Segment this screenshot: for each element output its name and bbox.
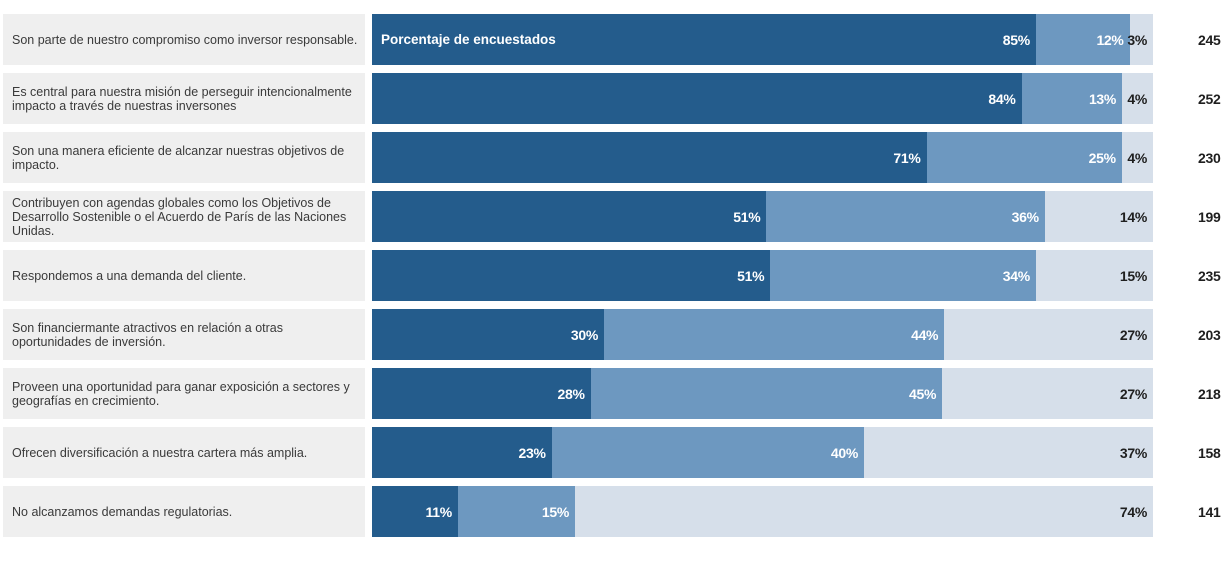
data-label: 27% (1119, 385, 1147, 402)
data-label: 51% (733, 208, 761, 225)
category-label-box: Es central para nuestra misión de perseg… (3, 73, 365, 124)
bar-segment (551, 427, 865, 478)
category-label: Proveen una oportunidad para ganar expos… (12, 379, 350, 408)
category-label-box: Respondemos a una demanda del cliente. (3, 250, 365, 301)
bar-row: Son financiermante atractivos en relació… (0, 309, 1223, 360)
bar-segment (372, 191, 767, 242)
bar-row: No alcanzamos demandas regulatorias. 11% 1… (0, 486, 1223, 537)
data-label: 12% (1096, 31, 1124, 48)
bar-row: Respondemos a una demanda del cliente. 51… (0, 250, 1223, 301)
bar-segment (926, 132, 1123, 183)
data-label: 40% (830, 444, 859, 461)
bar-segment (372, 73, 1023, 124)
bar-segment (1044, 191, 1154, 242)
bar-segment (944, 309, 1154, 360)
category-label-box: Contribuyen con agendas globales como lo… (3, 191, 365, 242)
data-label: 36% (1011, 208, 1039, 225)
bar-segment (603, 309, 945, 360)
category-label-box: No alcanzamos demandas regulatorias. (3, 486, 365, 537)
data-label: 15% (1119, 267, 1147, 284)
category-label: Son una manera eficiente de alcanzar nue… (12, 143, 345, 172)
respondent-count: 230 (1198, 149, 1221, 166)
data-label: 27% (1119, 326, 1147, 343)
data-label: 74% (1119, 503, 1147, 520)
bar-row: Son una manera eficiente de alcanzar nue… (0, 132, 1223, 183)
category-label: Son parte de nuestro compromiso como inv… (12, 32, 358, 47)
data-label: 28% (557, 385, 585, 402)
data-label: 30% (570, 326, 598, 343)
bar-segment (1129, 14, 1154, 65)
data-label: 44% (911, 326, 939, 343)
category-label-box: Ofrecen diversificación a nuestra carter… (3, 427, 365, 478)
bar-segment (942, 368, 1154, 419)
data-label: 11% (425, 503, 453, 520)
bar-segment (766, 191, 1046, 242)
bar-segment (372, 14, 1037, 65)
data-label: 25% (1088, 149, 1116, 166)
bar-segment (1035, 250, 1154, 301)
bar-row: Son parte de nuestro compromiso como inv… (0, 14, 1223, 65)
bar-segment (1121, 132, 1154, 183)
category-label: Contribuyen con agendas globales como lo… (12, 195, 347, 238)
bar-segment (372, 250, 771, 301)
bar-segment (372, 486, 459, 537)
category-label: No alcanzamos demandas regulatorias. (12, 504, 233, 519)
respondent-count: 203 (1198, 326, 1221, 343)
data-label: 4% (1127, 149, 1147, 166)
bar-row: Es central para nuestra misión de perseg… (0, 73, 1223, 124)
data-label: 85% (1002, 31, 1030, 48)
bar-segment (864, 427, 1154, 478)
data-label: 4% (1127, 90, 1147, 107)
bar-segment (372, 132, 927, 183)
data-label: 14% (1119, 208, 1147, 225)
bar-row: Contribuyen con agendas globales como lo… (0, 191, 1223, 242)
in-bar-title: Porcentaje de encuestados (381, 32, 556, 47)
category-label: Ofrecen diversificación a nuestra carter… (12, 445, 308, 460)
data-label: 3% (1127, 31, 1147, 48)
data-label: 37% (1119, 444, 1147, 461)
respondent-count: 141 (1198, 503, 1221, 520)
respondent-count: 158 (1198, 444, 1221, 461)
respondent-count: 218 (1198, 385, 1221, 402)
data-label: 23% (518, 444, 546, 461)
data-label: 51% (737, 267, 765, 284)
bar-segment (372, 427, 553, 478)
category-label: Respondemos a una demanda del cliente. (12, 268, 247, 283)
category-label-box: Proveen una oportunidad para ganar expos… (3, 368, 365, 419)
bar-segment (590, 368, 943, 419)
bar-segment (575, 486, 1154, 537)
category-label-box: Son una manera eficiente de alcanzar nue… (3, 132, 365, 183)
bar-segment (1122, 73, 1154, 124)
bar-segment (770, 250, 1037, 301)
bar-row: Proveen una oportunidad para ganar expos… (0, 368, 1223, 419)
category-label-box: Son parte de nuestro compromiso como inv… (3, 14, 365, 65)
bar-segment (457, 486, 576, 537)
respondent-count: 252 (1198, 90, 1221, 107)
data-label: 45% (909, 385, 937, 402)
data-label: 34% (1002, 267, 1030, 284)
data-label: 84% (988, 90, 1016, 107)
bar-segment (372, 368, 592, 419)
bar-segment (1035, 14, 1131, 65)
category-label-box: Son financiermante atractivos en relació… (3, 309, 365, 360)
bar-segment (1021, 73, 1123, 124)
data-label: 71% (893, 149, 921, 166)
respondent-count: 199 (1198, 208, 1221, 225)
category-label: Es central para nuestra misión de perseg… (12, 84, 352, 113)
respondent-count: 245 (1198, 31, 1221, 48)
bar-row: Ofrecen diversificación a nuestra carter… (0, 427, 1223, 478)
data-label: 15% (541, 503, 570, 520)
category-label: Son financiermante atractivos en relació… (12, 320, 283, 349)
respondent-count: 235 (1198, 267, 1221, 284)
bar-segment (372, 309, 605, 360)
data-label: 13% (1088, 90, 1117, 107)
